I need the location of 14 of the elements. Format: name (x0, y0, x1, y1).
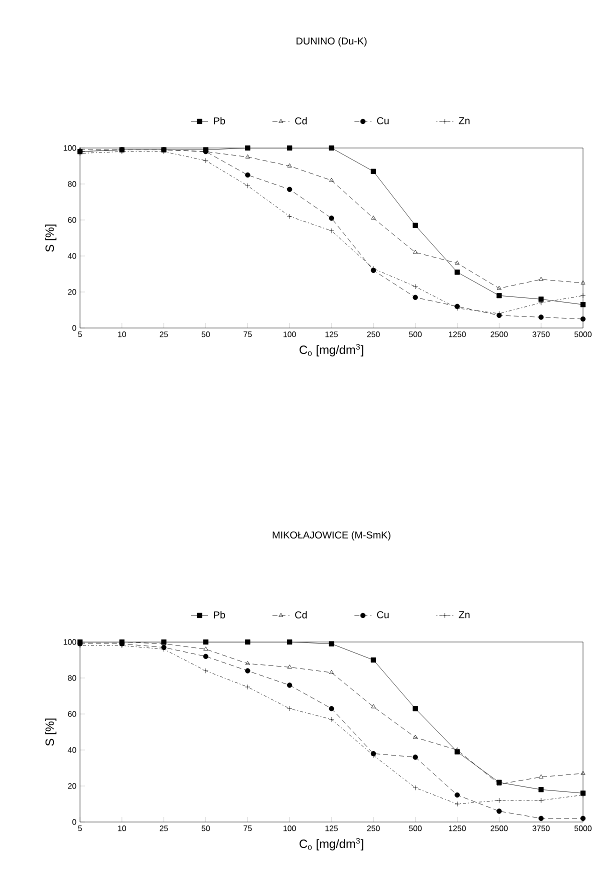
legend-label: Cd (295, 117, 307, 124)
x-axis-title: C$_{o}$ [mg/dm$^{3}$] (300, 344, 364, 356)
legend-label: Pb (214, 611, 226, 618)
legend-label: Cu (377, 611, 389, 618)
legend-label: Zn (458, 611, 470, 618)
legend-label: Cu (377, 117, 389, 124)
legend-label: Zn (458, 117, 470, 124)
legend-label: Cd (295, 611, 307, 618)
chart-title: MIKOŁAJOWICE (M-SmK) (272, 531, 390, 540)
chart-title: DUNINO (Du-K) (296, 37, 367, 46)
legend-label: Pb (214, 117, 226, 124)
y-axis-title: S [%] (45, 718, 56, 746)
y-axis-title: S [%] (45, 224, 56, 252)
x-axis-title: C$_{o}$ [mg/dm$^{3}$] (300, 838, 364, 850)
